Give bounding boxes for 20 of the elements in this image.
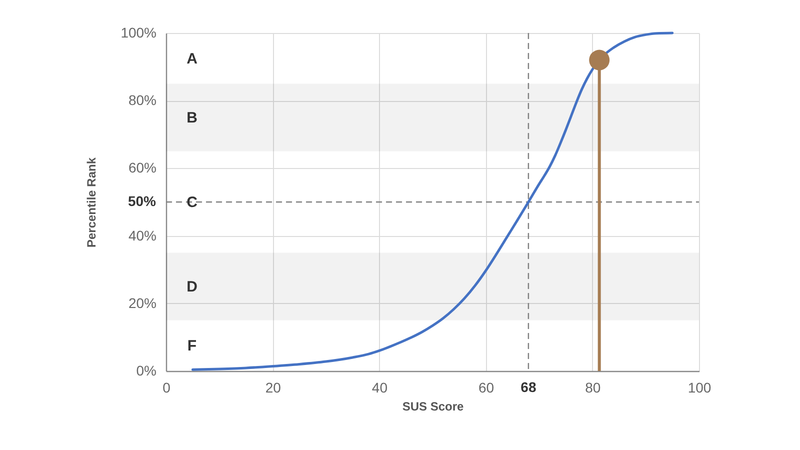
- x-tick-label: 20: [265, 380, 282, 396]
- x-axis-title: SUS Score: [402, 400, 464, 414]
- band-label: B: [186, 110, 198, 126]
- ref-line-label: 68: [520, 379, 536, 395]
- y-axis-title: Percentile Rank: [84, 157, 99, 248]
- x-tick-label: 60: [478, 380, 494, 396]
- annotation: A: [186, 50, 198, 68]
- y-tick-label: 60%: [128, 160, 156, 176]
- y-tick-label: 20%: [128, 294, 156, 311]
- y-tick-label: 40%: [128, 227, 156, 244]
- annotation: F: [187, 338, 197, 355]
- y-tick-label: 0%: [136, 362, 156, 378]
- y-tick-label: 100%: [120, 24, 156, 40]
- band-label: D: [186, 278, 198, 296]
- x-tick-label: 40: [372, 380, 388, 396]
- y-tick-label: 80%: [128, 92, 156, 108]
- x-tick-label: 100: [688, 380, 712, 396]
- x-tick-label: 80: [585, 380, 601, 396]
- x-tick-label: 0: [162, 380, 171, 396]
- ref-line-label: 50%: [128, 193, 157, 209]
